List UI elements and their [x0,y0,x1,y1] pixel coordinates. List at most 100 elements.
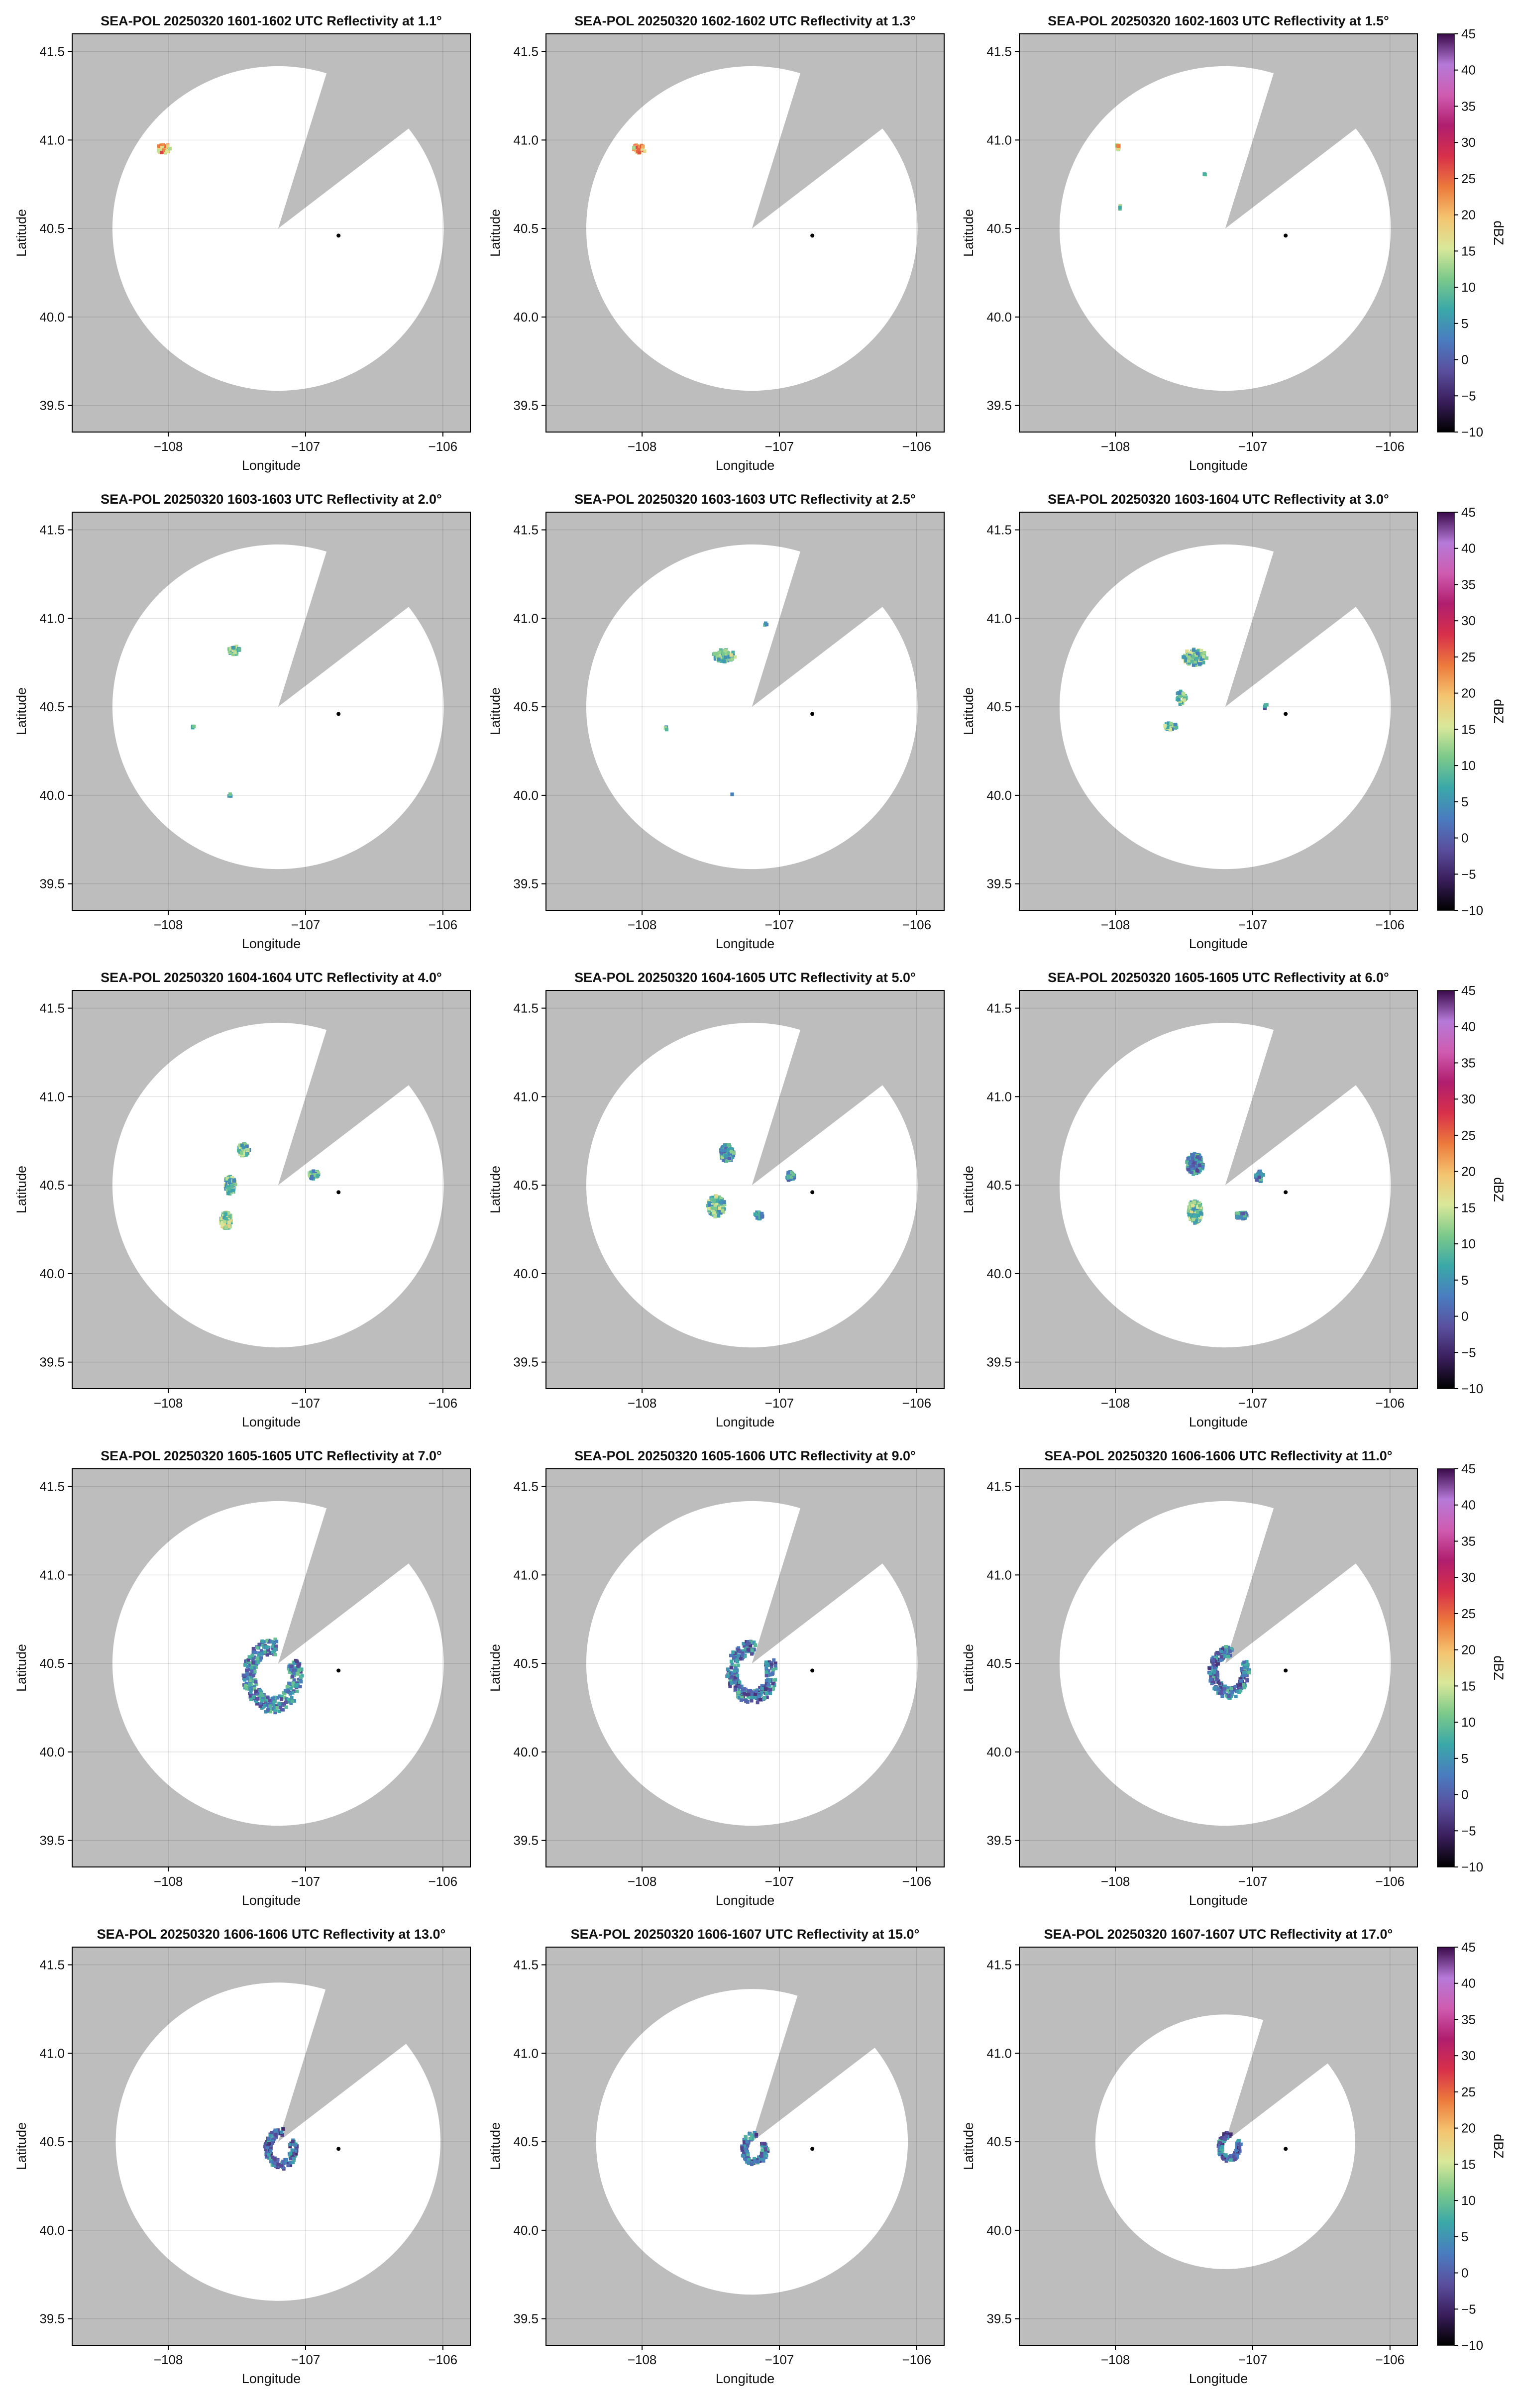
echo-cell [743,1654,747,1658]
echo-cell [1213,1674,1217,1678]
echo-cell [712,1198,716,1202]
echo-cell [274,1644,278,1648]
echo-cell [270,1707,273,1711]
y-tick-label: 41.0 [513,132,539,147]
echo-cell [1258,1169,1262,1173]
echo-cell [245,1668,249,1672]
echo-cell [733,1651,737,1655]
echo-cell [259,1697,263,1701]
colorbar-tick-label: 40 [1461,1019,1476,1034]
echo-cell [248,1663,252,1667]
echo-cell [270,1640,274,1644]
echo-cell [1234,2149,1238,2153]
echo-cell [254,1665,258,1669]
echo-cell [289,2157,293,2161]
echo-cell [289,2163,293,2167]
y-tick-label: 39.5 [513,1355,539,1370]
y-tick-label: 40.0 [986,2223,1012,2238]
echo-cell [766,2149,770,2153]
echo-cell [641,145,645,149]
x-tick-label: −107 [765,917,794,932]
y-tick-label: 40.5 [986,1656,1012,1671]
echo-cell [739,1654,743,1658]
echo-cell [764,2155,768,2159]
echo-cell [230,1184,234,1188]
echo-cell [1239,1679,1243,1683]
x-tick-label: −108 [1101,917,1130,932]
echo-cell [261,1696,265,1700]
echo-cell [261,1703,265,1706]
echo-cell [1255,1176,1259,1180]
echo-cell [1205,656,1208,660]
echo-cell [764,1666,768,1670]
echo-cell [245,1152,249,1156]
echo-cell [746,2143,750,2147]
echo-cell [737,1687,741,1691]
radar-panel: SEA-POL 20250320 1601-1602 UTC Reflectiv… [14,13,471,473]
y-tick-label: 41.5 [39,1958,65,1972]
colorbar-tick-label: 40 [1461,1976,1476,1991]
x-axis-label: Longitude [1189,2371,1248,2386]
echo-cell [755,1216,759,1220]
x-tick-label: −107 [1238,1874,1268,1889]
x-tick-label: −106 [902,1874,932,1889]
y-axis-label: Latitude [488,687,503,735]
plot-frame [72,1468,471,1867]
x-tick-label: −107 [1238,439,1268,454]
x-axis-label: Longitude [716,458,775,473]
echo-cell [1193,1161,1197,1165]
reflectivity-echoes [740,2131,770,2167]
echo-cell [253,1669,257,1673]
plot-frame [72,512,471,911]
echo-cell [1245,1679,1249,1683]
y-tick-label: 39.5 [986,876,1012,891]
colorbar-label: dBZ [1491,1177,1506,1202]
echo-cell [286,1698,290,1702]
echo-cell [286,2161,290,2165]
echo-cell [1223,1687,1227,1691]
echo-cell [757,1212,761,1216]
y-axis-label: Latitude [14,1644,29,1692]
echo-cell [735,1668,739,1672]
echo-cell [233,651,237,655]
echo-cell [1202,172,1206,176]
y-tick-label: 39.5 [986,1355,1012,1370]
echo-cell [1218,2136,1222,2140]
colorbar-tick-label: 5 [1461,1273,1468,1288]
x-tick-label: −106 [902,1396,932,1411]
echo-cell [761,2157,765,2161]
echo-cell [765,2147,769,2151]
echo-cell [268,1698,272,1702]
site-marker [336,2147,341,2151]
site-marker [1284,712,1288,716]
echo-cell [763,2151,767,2155]
y-tick-label: 40.0 [513,1745,539,1759]
echo-cell [740,2146,744,2150]
site-marker [336,712,341,716]
echo-cell [1177,698,1181,702]
x-axis-label: Longitude [242,936,301,951]
colorbar-label: dBZ [1491,2134,1506,2159]
colorbar-tick-label: 0 [1461,1309,1468,1324]
x-tick-label: −107 [291,1874,321,1889]
echo-cell [264,2142,268,2146]
site-marker [810,712,815,716]
echo-cell [747,1648,751,1652]
x-axis-label: Longitude [1189,458,1248,473]
echo-cell [774,1666,778,1670]
radar-panel: SEA-POL 20250320 1605-1605 UTC Reflectiv… [14,1448,471,1908]
echo-cell [1166,725,1170,729]
echo-cell [247,1667,251,1671]
reflectivity-echoes [1216,2131,1243,2163]
y-tick-label: 40.0 [39,2223,65,2238]
echo-cell [1242,1683,1245,1686]
echo-cell [273,1711,277,1715]
echo-cell [750,2163,754,2167]
echo-cell [706,1204,710,1207]
echo-cell [274,2164,278,2168]
echo-cell [1192,1201,1196,1204]
grid-lines [72,34,470,432]
colorbar-tick-label: 10 [1461,280,1476,295]
echo-cell [1238,1677,1242,1681]
y-tick-label: 41.5 [513,523,539,538]
